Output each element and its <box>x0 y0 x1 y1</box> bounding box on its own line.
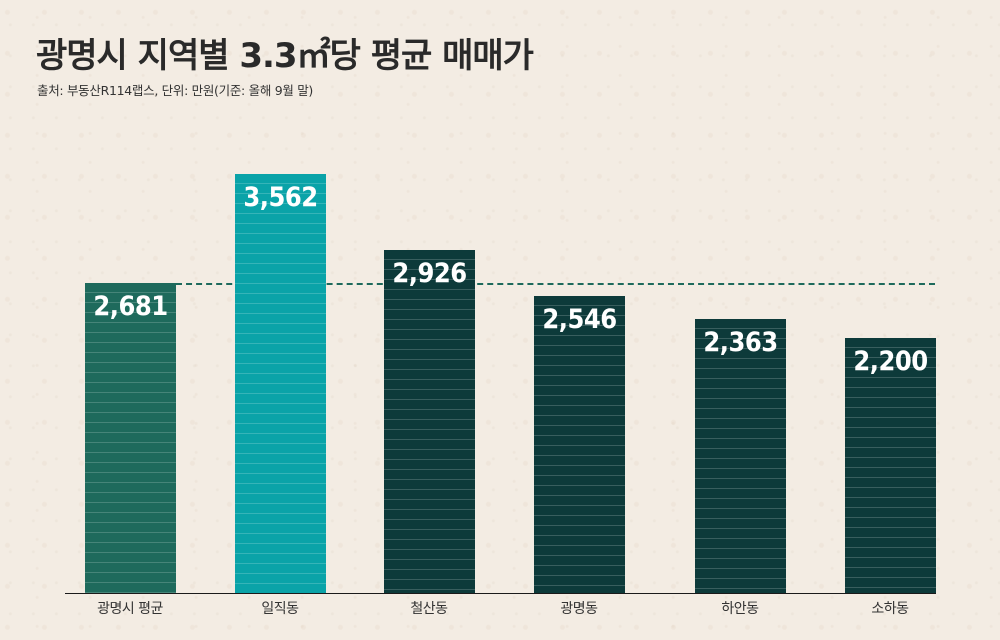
average-reference-line <box>176 283 935 285</box>
bar-value-label: 3,562 <box>243 182 318 213</box>
bar-iljik-dong: 3,562 <box>235 174 326 593</box>
bar-value-label: 2,926 <box>392 258 467 289</box>
bar-cheolsan-dong: 2,926 <box>384 250 475 593</box>
x-tick-label: 일직동 <box>261 601 299 617</box>
x-tick-label: 하안동 <box>721 601 759 617</box>
bar-average: 2,681 <box>85 283 176 593</box>
x-tick-label: 철산동 <box>410 601 448 617</box>
chart-subtitle: 출처: 부동산R114랩스, 단위: 만원(기준: 올해 9월 말) <box>37 83 313 98</box>
x-tick-label: 광명동 <box>560 601 598 617</box>
bar-gwangmyeong-dong: 2,546 <box>534 296 625 593</box>
x-tick-label: 광명시 평균 <box>97 601 163 617</box>
bar-value-label: 2,681 <box>93 291 168 322</box>
chart-title: 광명시 지역별 3.3㎡당 평균 매매가 <box>36 36 534 76</box>
bar-soha-dong: 2,200 <box>845 338 936 593</box>
x-tick-label: 소하동 <box>871 601 909 617</box>
bar-value-label: 2,546 <box>542 304 617 335</box>
bar-value-label: 2,363 <box>703 327 778 358</box>
bar-value-label: 2,200 <box>853 346 928 377</box>
bar-haan-dong: 2,363 <box>695 319 786 593</box>
x-axis-line <box>65 593 936 594</box>
